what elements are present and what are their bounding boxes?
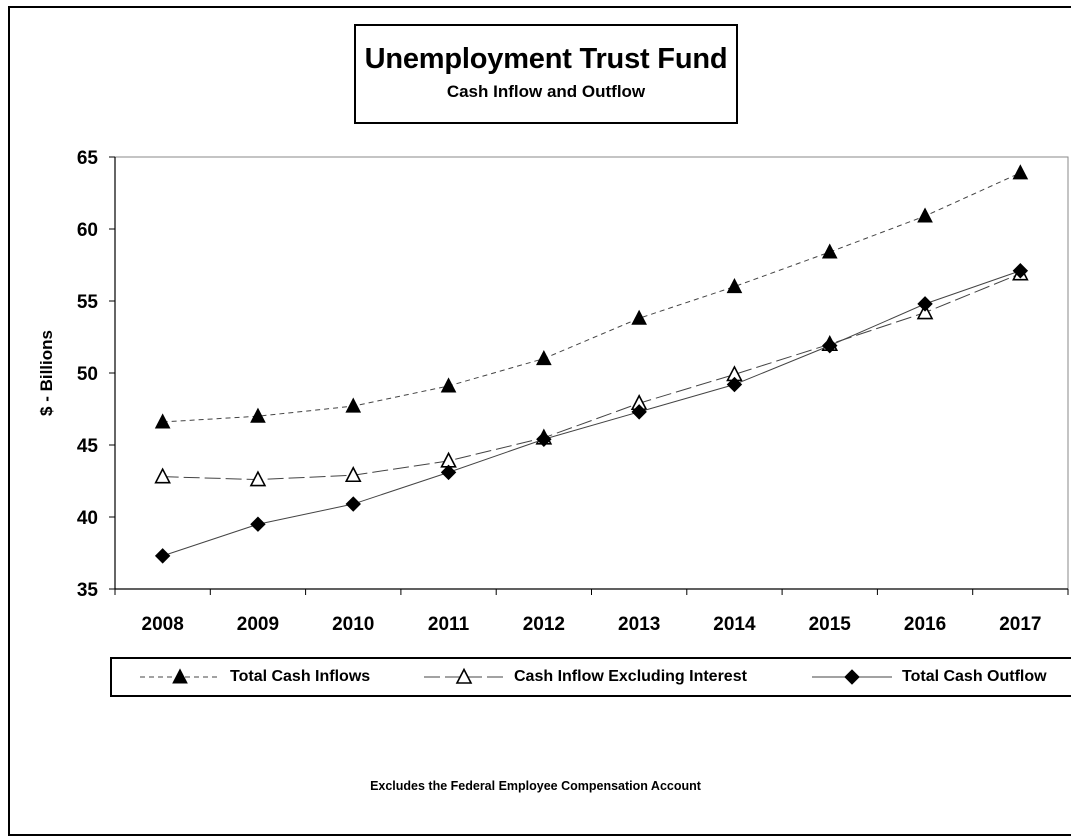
y-tick-label: 50 (77, 364, 98, 385)
x-tick-label: 2016 (904, 614, 946, 635)
x-tick-label: 2009 (237, 614, 279, 635)
x-tick-label: 2010 (332, 614, 374, 635)
data-point-total-cash-outflow (631, 404, 647, 420)
series-cash-inflow-excluding-interest (154, 264, 1029, 487)
data-point-total-cash-inflows (726, 278, 743, 294)
x-tick-label: 2013 (618, 614, 660, 635)
data-point-cash-inflow-excluding-interest (249, 470, 267, 487)
data-point-total-cash-outflow (154, 548, 171, 564)
data-point-total-cash-outflow (536, 431, 552, 447)
data-point-total-cash-inflows (250, 407, 266, 423)
series-total-cash-inflows (154, 164, 1029, 429)
data-point-total-cash-inflows (821, 243, 838, 259)
y-tick-label: 60 (77, 220, 98, 241)
series-line-cash-inflow-excluding-interest (162, 273, 1021, 481)
y-tick-label: 65 (77, 148, 99, 169)
data-point-total-cash-inflows (440, 377, 457, 393)
x-tick-label: 2008 (142, 614, 184, 635)
legend-marker-total-cash-outflow (844, 669, 860, 685)
data-point-total-cash-outflow (250, 516, 266, 532)
y-tick-label: 40 (77, 508, 98, 529)
data-point-cash-inflow-excluding-interest (154, 467, 171, 484)
y-tick-label: 55 (77, 292, 99, 313)
data-point-total-cash-outflow (726, 376, 743, 393)
data-point-total-cash-inflows (631, 309, 647, 325)
x-tick-label: 2011 (428, 614, 470, 635)
x-tick-label: 2015 (809, 614, 852, 635)
legend-label-total-cash-outflow: Total Cash Outflow (902, 668, 1047, 685)
footnote: Excludes the Federal Employee Compensati… (370, 779, 701, 793)
chart-subtitle: Cash Inflow and Outflow (446, 82, 646, 101)
title-box: Unemployment Trust Fund Cash Inflow and … (354, 24, 738, 124)
data-point-total-cash-inflows (917, 207, 933, 223)
legend-swatch-cash-inflow-excluding-interest (424, 667, 504, 684)
legend-swatch-total-cash-inflows (140, 668, 220, 684)
data-point-total-cash-outflow (1012, 263, 1029, 279)
y-tick-label: 35 (77, 580, 99, 601)
legend-label-total-cash-inflows: Total Cash Inflows (230, 668, 371, 685)
legend: Total Cash Inflows Cash Inflow Excluding … (110, 657, 1071, 697)
legend-label-cash-inflow-excluding-interest: Cash Inflow Excluding Interest (514, 668, 747, 685)
data-point-total-cash-inflows (154, 413, 171, 429)
y-tick-label: 45 (77, 436, 99, 457)
data-point-total-cash-inflows (1012, 164, 1029, 180)
data-point-total-cash-outflow (345, 496, 361, 512)
data-point-total-cash-outflow (917, 296, 933, 312)
data-point-total-cash-outflow (822, 337, 838, 354)
data-point-cash-inflow-excluding-interest (344, 466, 362, 483)
data-point-cash-inflow-excluding-interest (916, 303, 934, 320)
y-axis-label: $ - Billions (37, 330, 56, 416)
x-tick-label: 2012 (523, 614, 565, 635)
series-line-total-cash-inflows (162, 172, 1021, 423)
series-line-total-cash-outflow (162, 270, 1021, 557)
series-total-cash-outflow (154, 263, 1029, 564)
data-point-total-cash-outflow (440, 464, 457, 481)
legend-marker-cash-inflow-excluding-interest (455, 667, 473, 684)
chart-title: Unemployment Trust Fund (364, 43, 728, 75)
data-point-total-cash-inflows (536, 350, 552, 366)
data-point-total-cash-inflows (345, 397, 362, 413)
x-tick-label: 2017 (999, 614, 1041, 635)
x-tick-label: 2014 (713, 614, 756, 635)
legend-item-total-cash-inflows: Total Cash Inflows (140, 659, 370, 695)
legend-item-total-cash-outflow: Total Cash Outflow (812, 659, 1047, 695)
legend-item-cash-inflow-excluding-interest: Cash Inflow Excluding Interest (424, 659, 747, 695)
legend-swatch-total-cash-outflow (812, 669, 892, 685)
legend-marker-total-cash-inflows (172, 668, 188, 684)
